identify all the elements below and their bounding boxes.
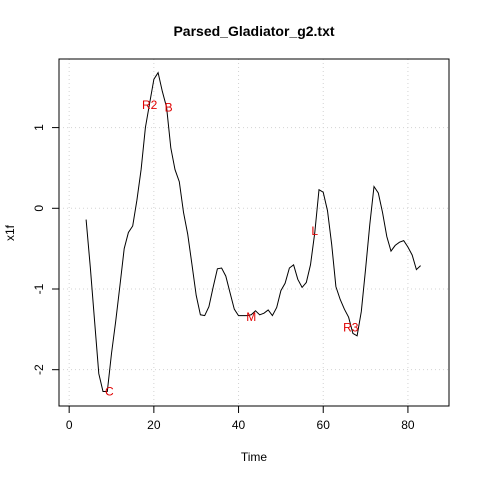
x-tick-label: 20 [147,418,161,432]
annotation-l: L [311,224,318,238]
annotation-r3: R3 [343,321,359,335]
annotation-r2: R2 [142,98,158,112]
x-tick-label: 60 [317,418,331,432]
x-tick-label: 0 [66,418,73,432]
grid-layer [59,59,449,406]
plot-frame [58,58,450,407]
y-tick-label: 1 [32,124,46,131]
y-axis-label: x1f [3,224,17,241]
series-layer [85,71,421,392]
y-tick-label: -1 [32,283,46,294]
annotation-c: C [105,384,114,398]
y-tick-label: -2 [32,364,46,375]
chart-title: Parsed_Gladiator_g2.txt [173,23,334,39]
annotation-layer: R2 B C M L R3 [105,98,359,398]
x-tick-label: 80 [401,418,415,432]
annotation-m: M [246,310,256,324]
axis-layer: 0 20 40 60 80 -2 -1 0 1 [32,124,415,432]
x-tick-label: 40 [232,418,246,432]
annotation-b: B [165,100,173,114]
y-tick-label: 0 [32,205,46,212]
series-line [85,71,421,392]
x-axis-label: Time [241,450,268,464]
